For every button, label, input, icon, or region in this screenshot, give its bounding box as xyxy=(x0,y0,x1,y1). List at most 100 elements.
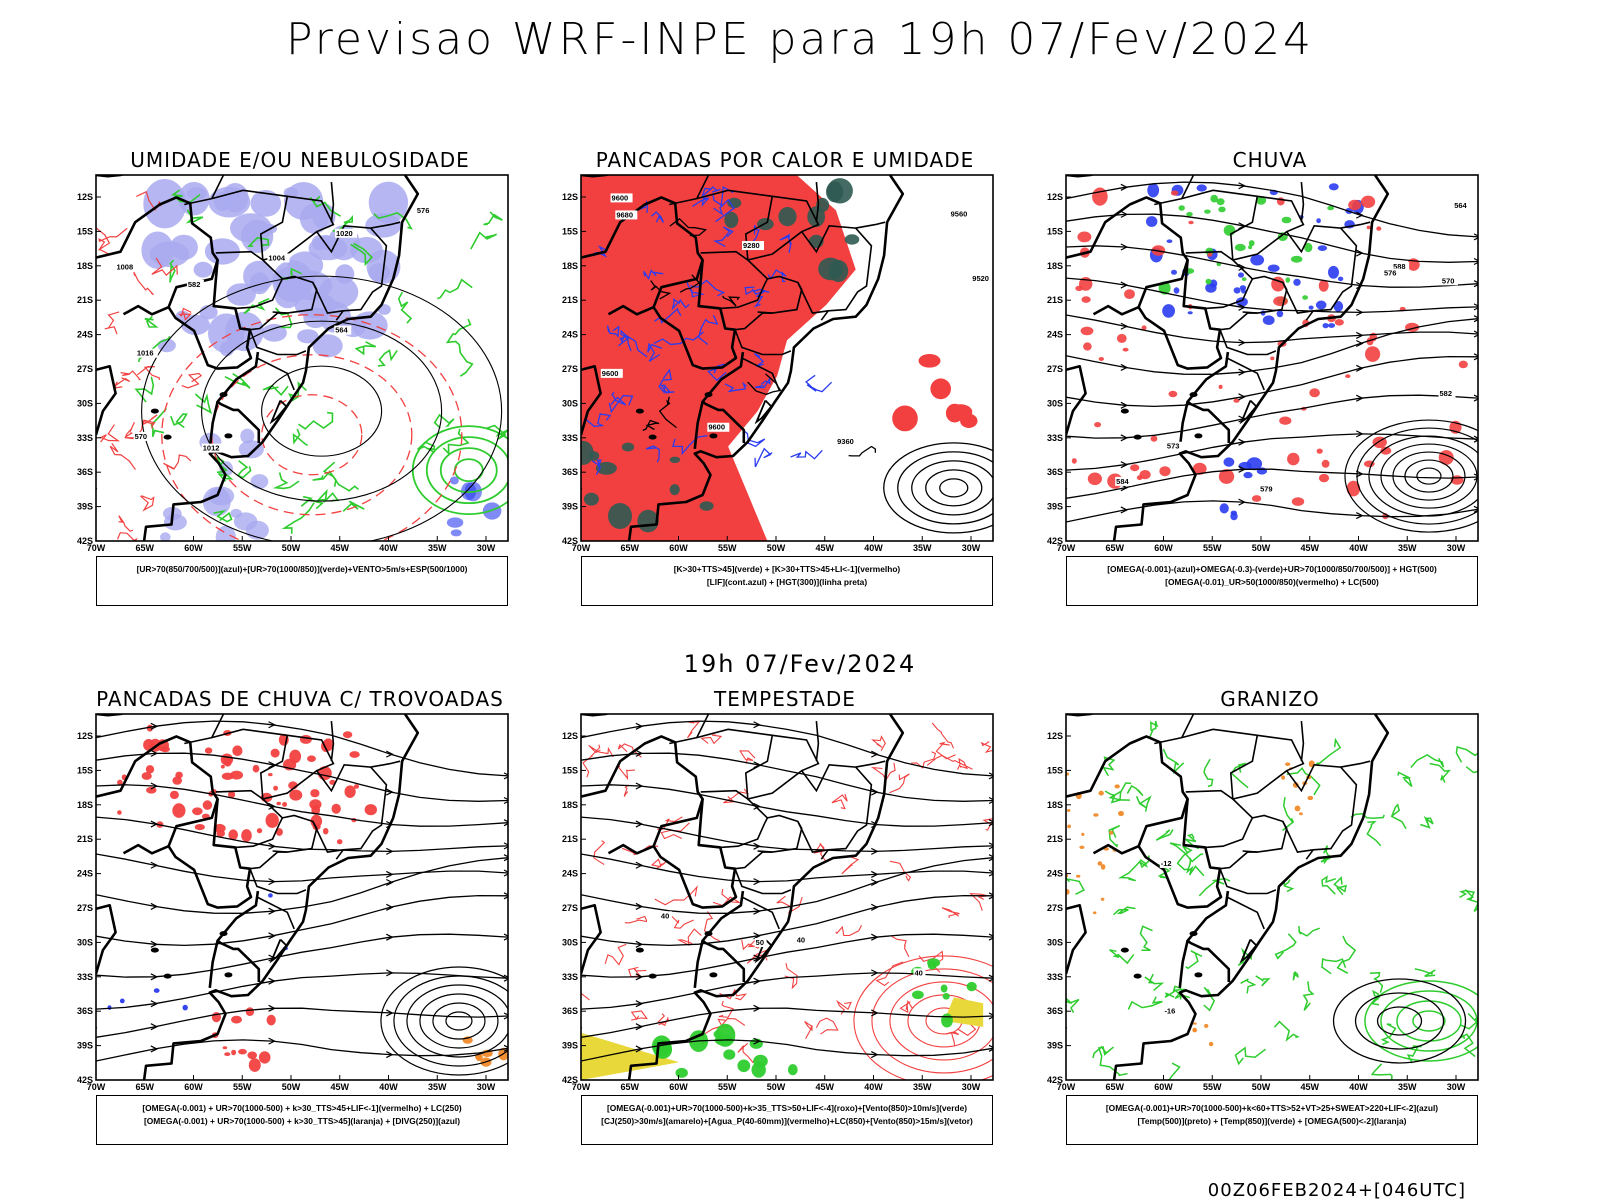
rain-area xyxy=(1233,398,1240,403)
humidity-area-upper xyxy=(449,476,459,485)
omega-area xyxy=(1328,183,1339,191)
thunderstorm-area xyxy=(223,758,232,767)
lake-mark xyxy=(1194,433,1203,439)
wind-arrow-icon xyxy=(503,819,508,827)
lat-tick-label: 18S xyxy=(77,261,93,271)
state-border xyxy=(815,721,820,762)
humidity-contour-lower xyxy=(213,509,233,523)
state-border xyxy=(235,259,284,310)
lon-tick-label: 70W xyxy=(87,1082,106,1092)
heat-showers-area xyxy=(918,354,941,368)
thunderstorm-area xyxy=(265,812,279,828)
lagoon-outline xyxy=(1239,938,1258,964)
legend-text: [OMEGA(-0.001) + UR>70(1000-500) + k>30_… xyxy=(142,1103,462,1113)
omega-area xyxy=(1276,310,1284,318)
lagoon-outline xyxy=(754,938,773,964)
humidity-area-upper xyxy=(240,428,255,444)
temp-850-contour xyxy=(1240,978,1257,994)
omega-500-area xyxy=(1079,845,1085,849)
forecast-time-subtitle: 19h 07/Fev/2024 xyxy=(683,650,917,678)
rain-area xyxy=(1094,422,1102,428)
lon-tick-label: 30W xyxy=(477,543,496,553)
omega-area xyxy=(1246,457,1263,471)
lifted-index-contour xyxy=(671,298,690,311)
contour-label: -12 xyxy=(1161,859,1172,868)
wind-arrow-icon xyxy=(150,1045,159,1053)
wind-arrow-icon xyxy=(503,854,508,862)
lifted-index-contour xyxy=(591,459,602,476)
wind-arrow-icon xyxy=(1473,303,1478,311)
lifted-index-contour xyxy=(647,342,663,362)
thunderstorm-area xyxy=(228,829,238,840)
lon-tick-label: 35W xyxy=(1398,543,1417,553)
temp-850-contour xyxy=(1135,795,1152,812)
country-border xyxy=(1066,1026,1068,1031)
lat-tick-label: 42S xyxy=(1047,536,1063,546)
humidity-area-upper xyxy=(446,517,464,528)
lat-tick-label: 39S xyxy=(562,502,578,512)
contour-label: 576 xyxy=(1384,268,1397,277)
divergence-area xyxy=(268,893,273,898)
map-layers: 1008 1012 1016 1004 582 570 576 564 1020 xyxy=(96,175,508,541)
temp-850-contour xyxy=(1109,949,1135,965)
contour-label: 50 xyxy=(756,938,764,947)
wind-850-area xyxy=(927,961,937,970)
omega-500-area xyxy=(1285,762,1291,766)
panel-title: PANCADAS DE CHUVA C/ TROVOADAS xyxy=(96,687,504,711)
omega-area xyxy=(1166,239,1173,243)
height-500-contour xyxy=(1066,181,1478,238)
lake-mark xyxy=(1189,392,1198,398)
thickness-contour xyxy=(118,515,134,532)
thunderstorm-area xyxy=(117,779,123,786)
thunderstorm-area xyxy=(146,786,157,794)
contour-label-bg xyxy=(610,193,633,203)
rain-area xyxy=(1139,470,1151,480)
k-tts-area xyxy=(816,197,830,213)
lake-mark xyxy=(648,434,657,440)
wind-arrow-icon xyxy=(635,861,644,869)
temp-850-contour xyxy=(1203,758,1214,788)
humidity-contour-lower xyxy=(150,407,168,437)
precipitable-water-contour xyxy=(835,924,862,937)
k-tts-area xyxy=(621,442,635,452)
height-500-contour xyxy=(1066,213,1478,263)
thickness-contour xyxy=(181,372,203,389)
k-tts-area xyxy=(844,234,860,245)
humidity-area-upper xyxy=(350,237,383,264)
lon-tick-label: 65W xyxy=(135,543,154,553)
state-border xyxy=(1340,760,1371,768)
humidity-contour-lower xyxy=(309,195,342,217)
lat-tick-label: 33S xyxy=(77,972,93,982)
model-run-stamp: 00Z06FEB2024+[046UTC] xyxy=(1207,1180,1466,1201)
coastline xyxy=(142,175,420,541)
omega-500-area xyxy=(1307,795,1314,801)
contour-label: 1016 xyxy=(137,349,154,358)
rain-area xyxy=(1124,289,1135,299)
wind-arrow-icon xyxy=(1238,368,1246,376)
state-border xyxy=(720,259,769,310)
temp-850-contour xyxy=(1410,754,1445,768)
precipitable-water-contour xyxy=(899,999,913,1014)
omega-area xyxy=(1171,269,1177,275)
lon-tick-label: 65W xyxy=(1105,1082,1124,1092)
wind-arrow-icon xyxy=(150,749,159,757)
country-border xyxy=(1137,798,1223,909)
humidity-contour-lower xyxy=(350,242,373,267)
precipitable-water-contour xyxy=(980,741,993,753)
lake-mark xyxy=(1189,931,1198,937)
lat-tick-label: 39S xyxy=(1047,502,1063,512)
contour-label-bg xyxy=(836,436,859,446)
wind-arrow-icon xyxy=(1356,308,1364,316)
omega-500-area xyxy=(1208,1041,1214,1047)
lifted-index-contour xyxy=(790,449,823,460)
lon-tick-label: 65W xyxy=(135,1082,154,1092)
thunderstorm-area xyxy=(221,772,234,780)
lifted-index-contour xyxy=(586,413,612,428)
lifted-index-contour xyxy=(658,368,673,394)
thickness-contour xyxy=(211,354,413,516)
rain-area xyxy=(1170,190,1179,196)
wind-arrow-icon xyxy=(1356,470,1364,478)
lat-tick-label: 30S xyxy=(1047,937,1063,947)
contour-label: 40 xyxy=(914,968,922,977)
legend-box: [K>30+TTS>45](verde) + [K>30+TTS>45+LI<-… xyxy=(581,556,993,606)
